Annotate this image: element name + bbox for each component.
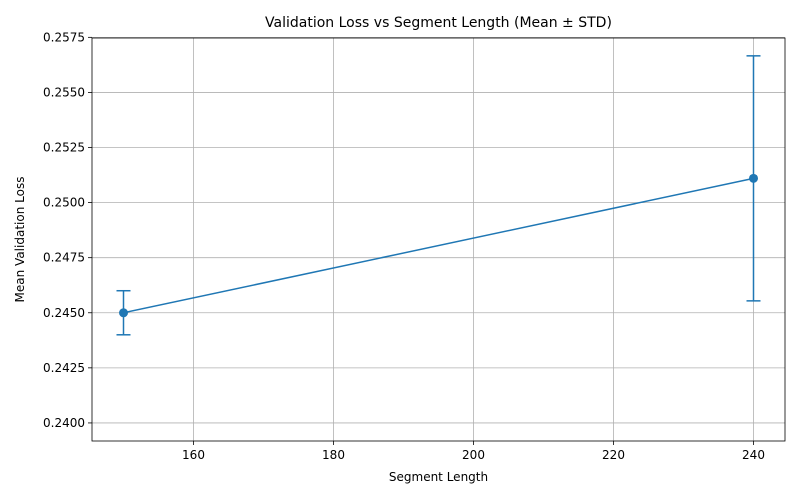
x-tick-label: 160 [182,448,205,462]
series-layer [116,55,761,336]
plot-frame [91,37,786,442]
y-tick-label: 0.2475 [43,251,85,265]
ticks: 160 180 200 220 240 0.2400 0.2425 0.2450 0.2475 0… [43,30,765,462]
y-tick-label: 0.2550 [43,85,85,99]
y-tick-label: 0.2400 [43,416,85,430]
series-line [123,177,754,314]
x-tick-label: 180 [322,448,345,462]
x-tick-label: 240 [742,448,765,462]
x-axis-label: Segment Length [389,470,488,484]
y-tick-label: 0.2525 [43,141,85,155]
data-point [119,308,128,318]
y-tick-label: 0.2450 [43,306,85,320]
data-point [749,173,758,183]
x-tick-label: 200 [462,448,485,462]
y-axis-label: Mean Validation Loss [13,177,27,303]
y-tick-label: 0.2575 [43,30,85,44]
y-tick-label: 0.2425 [43,361,85,375]
x-tick-label: 220 [602,448,625,462]
y-tick-label: 0.2500 [43,196,85,210]
chart-title: Validation Loss vs Segment Length (Mean … [265,15,612,31]
